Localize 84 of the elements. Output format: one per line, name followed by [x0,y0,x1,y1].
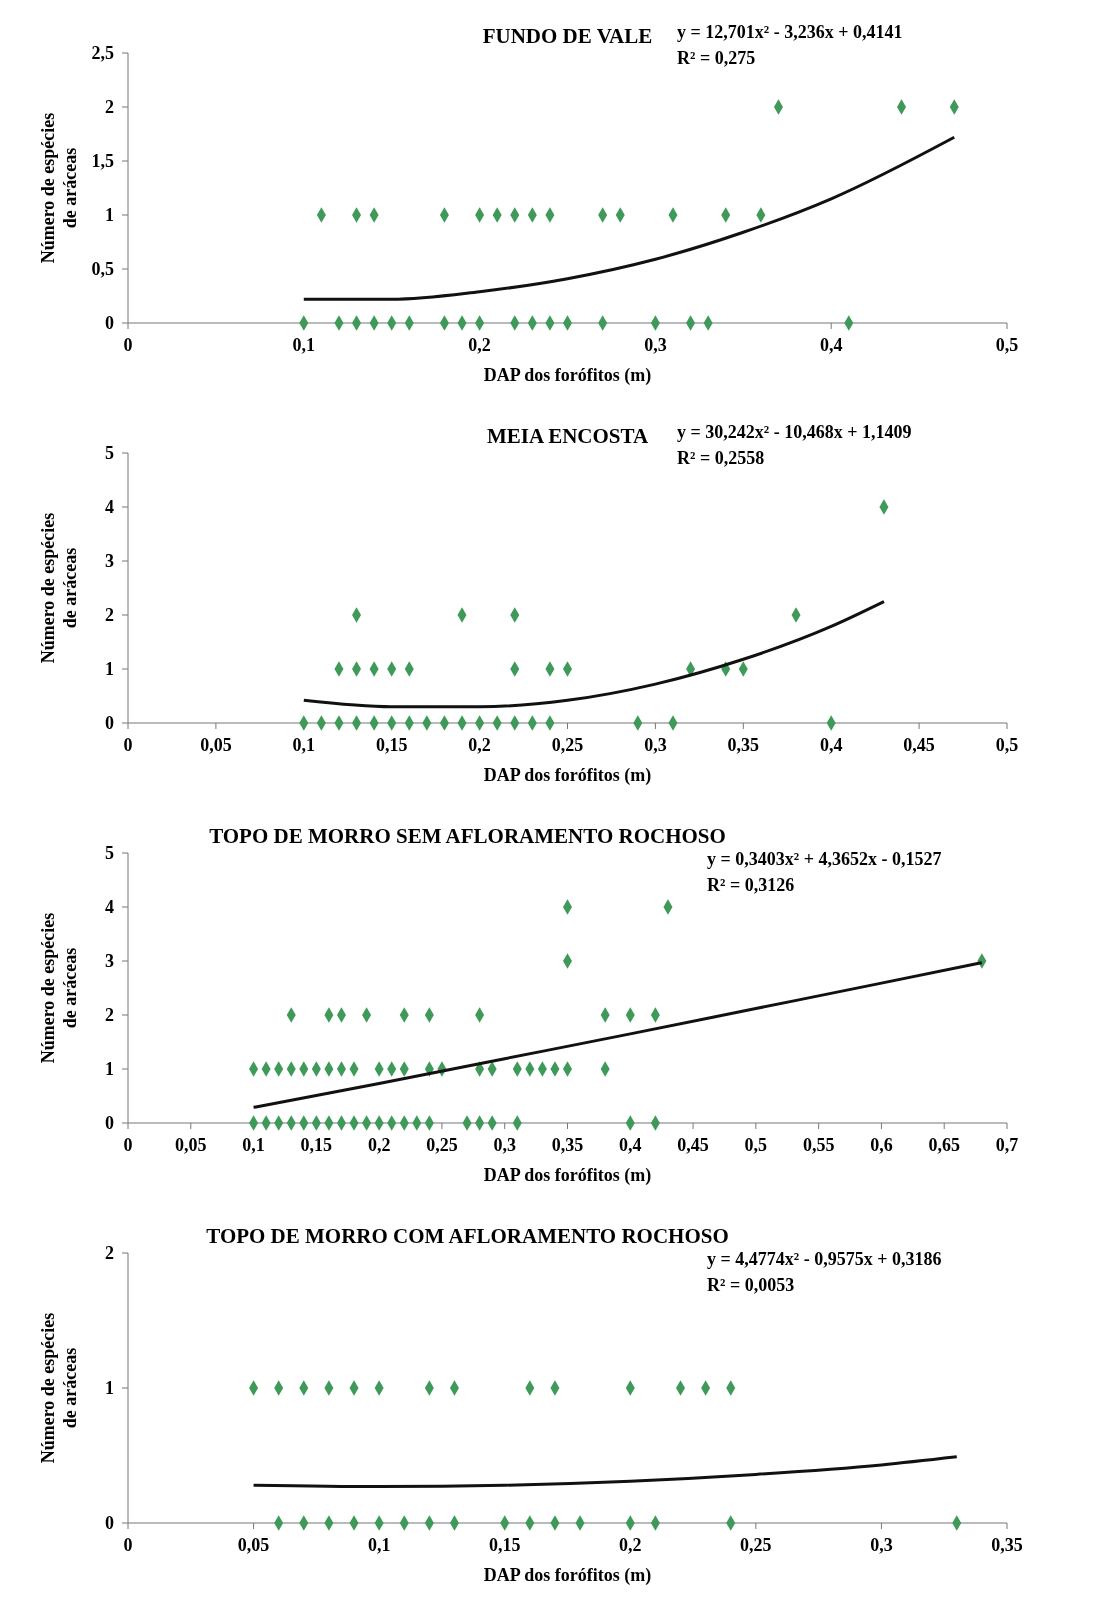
x-tick-label: 0,35 [727,735,760,755]
text: y = 12,701x² - 3,236x + 0,4141 [677,22,903,42]
line-series [302,600,886,709]
x-axis-title: DAP dos forófitos (m) [483,1165,652,1186]
y-tick-label: 0,5 [91,259,114,279]
y-tick-label: 2,5 [91,43,114,63]
x-tick-label: 0,25 [551,735,584,755]
x-tick-label: 0,45 [903,735,935,755]
x-tick-label: 0,2 [468,335,491,355]
x-axis-title: DAP dos forófitos (m) [483,765,652,786]
y-axis-title: Número de espécies de aráceas [38,512,80,664]
chart-title: TOPO DE MORRO COM AFLORAMENTO ROCHOSO [206,1224,729,1248]
annotation: y = 4,4774x² - 0,9575x + 0,3186 [707,1249,942,1269]
x-tick-label: 0,3 [870,1535,893,1555]
y-tick-label: 3 [105,551,114,571]
annotation: R² = 0,0053 [707,1275,795,1295]
x-tick-label: 0,35 [991,1535,1023,1555]
y-tick-label: 1 [105,205,114,225]
y-tick-label: 4 [105,497,114,517]
y-tick-label: 1,5 [91,151,114,171]
x-tick-label: 0,05 [175,1135,207,1155]
x-tick-label: 0,3 [644,335,667,355]
x-tick-label: 0,2 [619,1535,642,1555]
line-series [302,135,956,301]
x-tick-label: 0 [123,335,133,355]
x-tick-label: 0,3 [644,735,667,755]
x-tick-label: 0,05 [237,1535,270,1555]
x-tick-label: 0,1 [242,1135,265,1155]
x-tick-label: 0,7 [995,1135,1019,1155]
y-tick-label: 0 [105,313,114,333]
y-tick-label: 4 [105,897,114,917]
chart-title: MEIA ENCOSTA [486,424,649,448]
x-tick-label: 0,25 [740,1535,772,1555]
x-tick-label: 0,15 [300,1135,333,1155]
y-tick-label: 5 [105,843,114,863]
x-tick-label: 0,45 [677,1135,709,1155]
x-tick-label: 0 [123,1135,133,1155]
line-series [252,1455,959,1489]
x-tick-label: 0,15 [375,735,408,755]
x-tick-label: 0,5 [995,735,1019,755]
annotation: R² = 0,275 [677,48,756,68]
y-tick-label: 2 [105,1243,114,1263]
x-tick-label: 0,35 [551,1135,584,1155]
y-tick-label: 0 [105,1513,114,1533]
x-tick-label: 0,4 [619,1135,642,1155]
x-axis-title: DAP dos forófitos (m) [483,365,652,386]
chart-title: FUNDO DE VALE [482,24,653,48]
x-tick-label: 0 [123,735,133,755]
x-tick-label: 0,1 [367,1535,391,1555]
x-tick-label: 0,3 [493,1135,516,1155]
x-tick-label: 0,25 [426,1135,458,1155]
x-tick-label: 0,05 [200,735,232,755]
x-tick-label: 0,65 [928,1135,960,1155]
x-tick-label: 0,4 [819,735,843,755]
y-tick-label: 0 [105,713,114,733]
x-tick-label: 0 [123,1535,133,1555]
annotation: R² = 0,2558 [677,448,765,468]
y-axis-title: Número de espécies de aráceas [38,912,80,1064]
y-tick-label: 1 [105,1059,114,1079]
y-tick-label: 1 [105,659,114,679]
x-tick-label: 0,2 [367,1135,391,1155]
y-tick-label: 1 [105,1378,114,1398]
x-axis-title: DAP dos forófitos (m) [483,1565,652,1586]
chart-title: TOPO DE MORRO SEM AFLORAMENTO ROCHOSO [209,824,726,848]
y-tick-label: 2 [105,97,114,117]
x-tick-label: 0,2 [468,735,491,755]
y-tick-label: 2 [105,605,114,625]
y-tick-label: 2 [105,1005,114,1025]
annotation: R² = 0,3126 [707,875,795,895]
x-tick-label: 0,1 [292,735,316,755]
y-tick-label: 0 [105,1113,114,1133]
x-tick-label: 0,1 [292,335,316,355]
text: y = 30,242x² - 10,468x + 1,1409 [677,422,912,442]
x-tick-label: 0,5 [995,335,1019,355]
x-tick-label: 0,4 [819,335,843,355]
y-axis-title: Número de espécies de aráceas [38,112,80,264]
y-tick-label: 3 [105,951,114,971]
x-tick-label: 0,55 [802,1135,835,1155]
x-tick-label: 0,6 [870,1135,893,1155]
x-tick-label: 0,15 [488,1535,521,1555]
x-tick-label: 0,5 [744,1135,768,1155]
annotation: y = 0,3403x² + 4,3652x - 0,1527 [707,849,942,869]
y-axis-title: Número de espécies de aráceas [38,1312,80,1464]
y-tick-label: 5 [105,443,114,463]
